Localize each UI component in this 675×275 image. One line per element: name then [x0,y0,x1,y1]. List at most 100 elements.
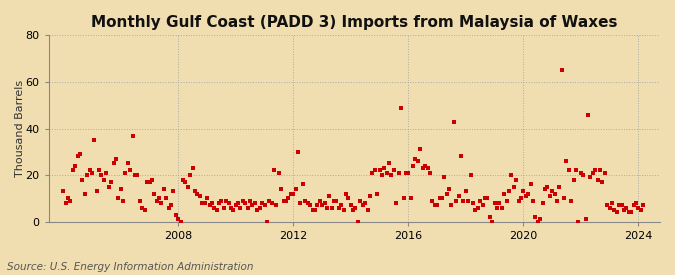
Point [504,189,514,194]
Point [607,201,618,205]
Point [518,189,529,194]
Point [533,219,543,224]
Point [513,199,524,203]
Point [113,196,124,201]
Point [406,196,416,201]
Point [139,208,150,212]
Point [223,201,234,205]
Point [216,199,227,203]
Text: Source: U.S. Energy Information Administration: Source: U.S. Energy Information Administ… [7,262,253,272]
Point [587,170,598,175]
Point [638,203,649,208]
Point [118,199,129,203]
Point [465,173,476,177]
Point [317,203,327,208]
Point [202,196,213,201]
Point [352,219,363,224]
Point [511,178,522,182]
Point [571,168,582,173]
Point [377,173,387,177]
Point [487,219,497,224]
Point [618,208,629,212]
Point [472,205,483,210]
Point [612,210,622,214]
Point [595,168,605,173]
Point [115,187,126,191]
Point [485,215,495,219]
Point [84,168,95,173]
Point [197,201,208,205]
Point [58,189,69,194]
Point [573,219,584,224]
Point [225,205,236,210]
Point [70,164,80,168]
Point [554,185,565,189]
Point [176,219,186,224]
Point [539,187,550,191]
Point [300,199,310,203]
Point [178,178,188,182]
Point [74,152,85,156]
Point [578,173,589,177]
Point [542,185,553,189]
Point [182,185,193,189]
Point [480,196,491,201]
Point [304,203,315,208]
Point [427,199,438,203]
Point [302,201,313,205]
Point [410,157,421,161]
Point [137,205,148,210]
Point [262,219,273,224]
Point [434,196,445,201]
Point [635,208,646,212]
Point [132,173,143,177]
Point [161,196,171,201]
Y-axis label: Thousand Barrels: Thousand Barrels [15,80,25,177]
Point [499,192,510,196]
Point [151,199,162,203]
Point [458,199,469,203]
Point [89,138,100,142]
Point [362,208,373,212]
Point [321,205,332,210]
Point [527,199,538,203]
Point [72,154,83,159]
Point [437,196,448,201]
Point [630,201,641,205]
Point [218,205,229,210]
Point [134,199,145,203]
Point [309,208,320,212]
Point [568,178,579,182]
Point [259,203,270,208]
Point [372,192,383,196]
Point [470,208,481,212]
Point [520,194,531,198]
Point [240,201,250,205]
Point [173,217,184,222]
Point [475,199,485,203]
Point [228,208,239,212]
Point [451,199,462,203]
Point [180,180,191,184]
Point [324,194,335,198]
Point [604,205,615,210]
Point [264,199,275,203]
Point [420,164,431,168]
Point [120,170,131,175]
Point [333,205,344,210]
Point [101,170,111,175]
Point [209,205,219,210]
Point [501,199,512,203]
Point [153,196,164,201]
Point [549,192,560,196]
Point [544,194,555,198]
Point [290,187,301,191]
Point [559,196,570,201]
Point [156,201,167,205]
Point [576,170,587,175]
Point [403,170,414,175]
Point [508,185,519,189]
Point [60,201,71,205]
Point [456,154,466,159]
Point [341,192,352,196]
